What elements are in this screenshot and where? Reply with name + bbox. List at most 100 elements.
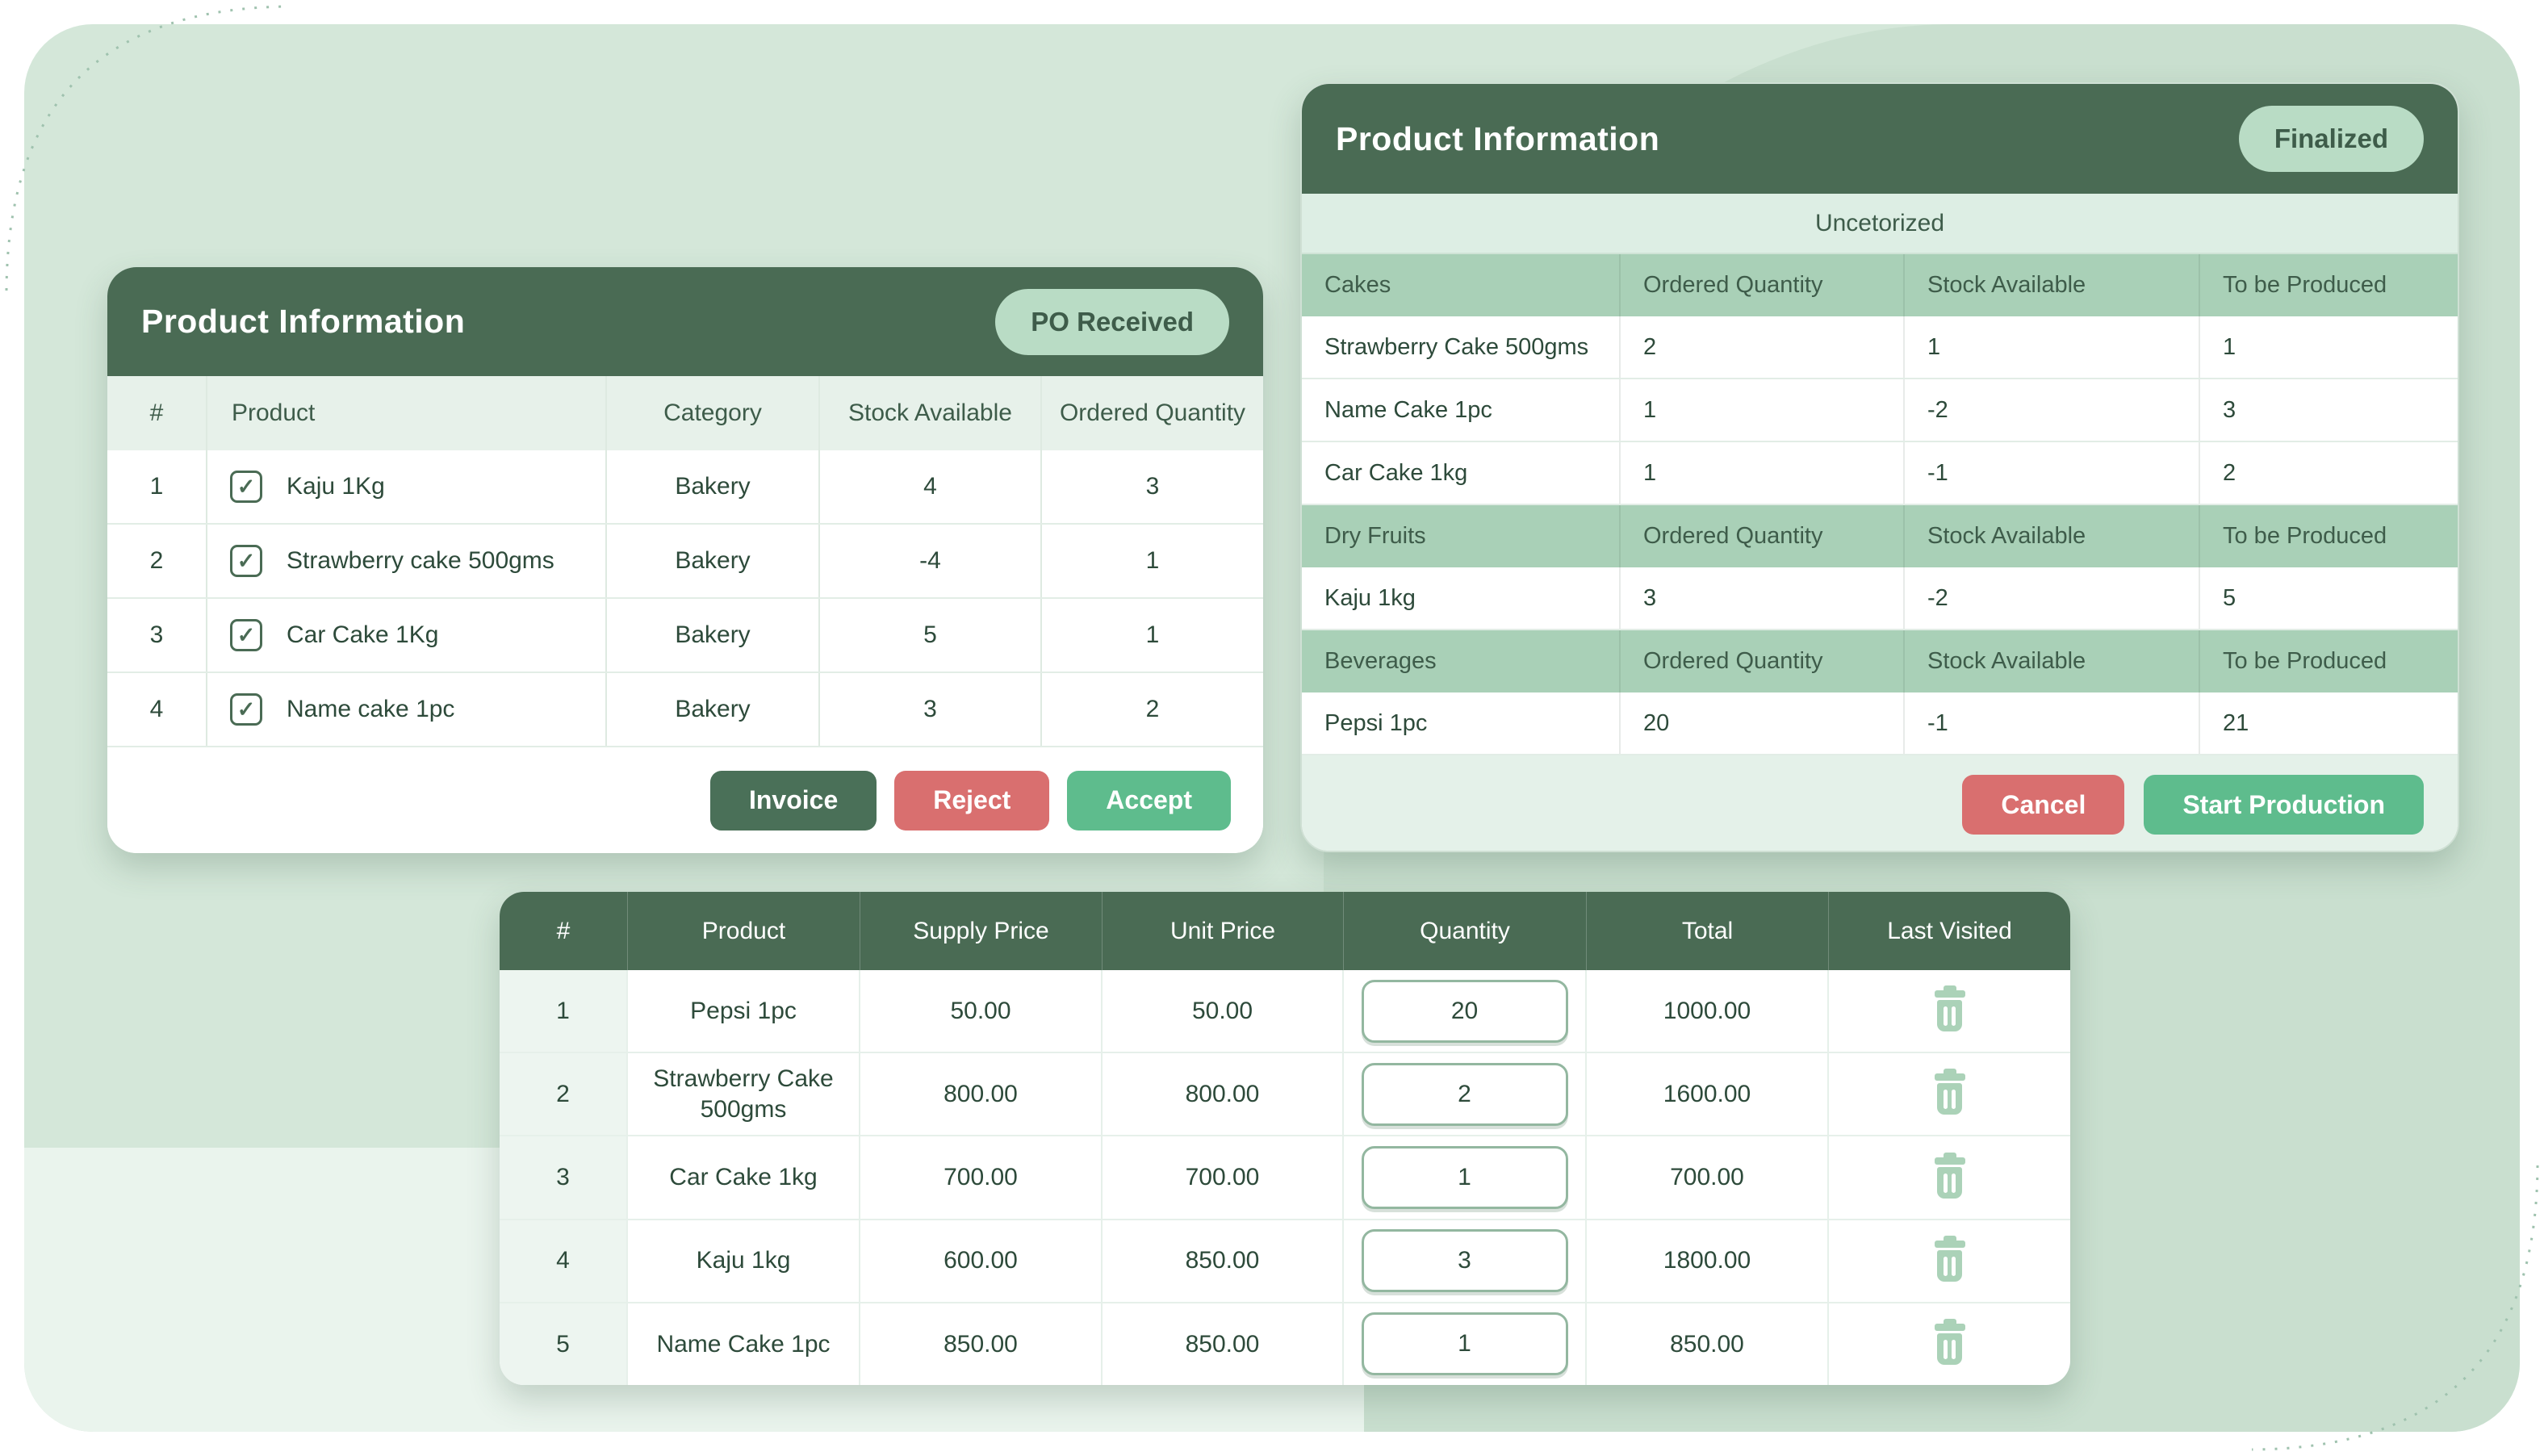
- production-row: Strawberry Cake 500gms 2 1 1: [1302, 316, 2458, 379]
- order-row-actions: [1829, 970, 2070, 1052]
- production-status-badge: Finalized: [2238, 106, 2424, 172]
- order-row-total: 850.00: [1587, 1303, 1829, 1385]
- order-row-supply: 850.00: [860, 1303, 1103, 1385]
- po-row-product-label: Car Cake 1Kg: [287, 621, 439, 648]
- trash-icon[interactable]: [1934, 985, 1965, 1032]
- order-row-supply: 50.00: [860, 970, 1103, 1052]
- order-row-num: 4: [500, 1220, 628, 1302]
- po-panel-footer: Invoice Reject Accept: [107, 747, 1263, 853]
- po-row-stock: -4: [820, 525, 1042, 597]
- order-row-unit: 850.00: [1103, 1220, 1344, 1302]
- order-row-total: 1000.00: [1587, 970, 1829, 1052]
- po-col-header-ordered: Ordered Quantity: [1059, 400, 1246, 426]
- trash-icon[interactable]: [1934, 1318, 1965, 1365]
- production-row-ordered: 1: [1621, 379, 1905, 441]
- trash-icon-body: [1937, 1000, 1962, 1032]
- trash-icon-body: [1937, 1083, 1962, 1115]
- product-checkbox[interactable]: ✓: [230, 545, 262, 577]
- po-col-header-product: Product: [207, 376, 607, 450]
- section-col-produced: To be Produced: [2223, 648, 2387, 674]
- po-panel-header: Product Information PO Received: [107, 267, 1263, 376]
- production-row-ordered: 20: [1621, 692, 1905, 754]
- production-row-produced: 3: [2223, 396, 2236, 423]
- trash-icon-body: [1937, 1333, 1962, 1365]
- order-row-unit: 850.00: [1103, 1303, 1344, 1385]
- trash-icon[interactable]: [1934, 1069, 1965, 1115]
- order-row-unit: 50.00: [1103, 970, 1344, 1052]
- order-col-qty: Quantity: [1344, 892, 1587, 970]
- invoice-button[interactable]: Invoice: [709, 770, 877, 831]
- quantity-input[interactable]: [1361, 1229, 1568, 1293]
- order-row-num: 1: [500, 970, 628, 1052]
- order-row: 3 Car Cake 1kg 700.00 700.00 700.00: [500, 1136, 2070, 1220]
- po-table-row: 1 ✓ Kaju 1Kg Bakery 4 3: [107, 450, 1263, 525]
- production-row-produced: 5: [2223, 584, 2236, 611]
- order-table-header: # Product Supply Price Unit Price Quanti…: [500, 892, 2070, 970]
- po-row-product-cell: ✓ Strawberry cake 500gms: [207, 525, 607, 597]
- product-checkbox[interactable]: ✓: [230, 619, 262, 651]
- order-row-actions: [1829, 1303, 2070, 1385]
- po-table-header-row: # Product Category Stock Available Order…: [107, 376, 1263, 450]
- order-row-supply: 600.00: [860, 1220, 1103, 1302]
- product-checkbox[interactable]: ✓: [230, 693, 262, 726]
- reject-button[interactable]: Reject: [894, 770, 1050, 831]
- po-row-category: Bakery: [607, 450, 820, 523]
- quantity-input[interactable]: [1361, 1146, 1568, 1209]
- order-col-product: Product: [628, 892, 860, 970]
- start-production-button[interactable]: Start Production: [2144, 775, 2424, 835]
- quantity-input[interactable]: [1361, 979, 1568, 1043]
- po-row-product-label: Kaju 1Kg: [287, 473, 385, 500]
- production-row-produced: 1: [2223, 333, 2236, 360]
- section-col-ordered: Ordered Quantity: [1621, 254, 1905, 316]
- section-col-stock: Stock Available: [1905, 505, 2200, 567]
- production-row-product: Pepsi 1pc: [1302, 692, 1621, 754]
- production-row-produced: 2: [2223, 459, 2236, 486]
- order-row-total: 700.00: [1587, 1136, 1829, 1219]
- product-checkbox[interactable]: ✓: [230, 471, 262, 503]
- po-row-ordered: 1: [1145, 547, 1160, 574]
- po-row-product-cell: ✓ Kaju 1Kg: [207, 450, 607, 523]
- quantity-input[interactable]: [1361, 1062, 1568, 1126]
- po-status-badge: PO Received: [995, 288, 1229, 355]
- po-row-category: Bakery: [607, 673, 820, 746]
- production-row-product: Kaju 1kg: [1302, 567, 1621, 629]
- production-row: Name Cake 1pc 1 -2 3: [1302, 379, 2458, 442]
- order-row: 4 Kaju 1kg 600.00 850.00 1800.00: [500, 1220, 2070, 1303]
- order-col-last: Last Visited: [1887, 917, 2012, 944]
- order-row-actions: [1829, 1136, 2070, 1218]
- production-row-ordered: 3: [1621, 567, 1905, 629]
- po-row-ordered: 3: [1145, 473, 1160, 500]
- order-row-num: 3: [500, 1136, 628, 1219]
- section-col-stock: Stock Available: [1905, 254, 2200, 316]
- order-row-qty-cell: [1344, 1136, 1587, 1219]
- accept-button[interactable]: Accept: [1067, 770, 1231, 831]
- production-row-stock: -1: [1905, 692, 2200, 754]
- trash-icon[interactable]: [1934, 1235, 1965, 1282]
- order-col-total: Total: [1587, 892, 1829, 970]
- order-row-supply: 800.00: [860, 1053, 1103, 1136]
- po-row-stock: 4: [820, 450, 1042, 523]
- trash-icon-lid: [1934, 985, 1965, 998]
- order-row-unit: 800.00: [1103, 1053, 1344, 1136]
- order-col-unit: Unit Price: [1103, 892, 1344, 970]
- trash-icon[interactable]: [1934, 1152, 1965, 1199]
- order-row-product: Strawberry Cake 500gms: [628, 1053, 860, 1136]
- po-row-num: 2: [107, 525, 207, 597]
- po-panel-title: Product Information: [141, 303, 466, 340]
- section-col-stock: Stock Available: [1905, 630, 2200, 692]
- order-row-actions: [1829, 1220, 2070, 1302]
- order-row: 1 Pepsi 1pc 50.00 50.00 1000.00: [500, 970, 2070, 1054]
- order-row-num: 5: [500, 1303, 628, 1385]
- po-row-num: 3: [107, 599, 207, 672]
- po-row-stock: 3: [820, 673, 1042, 746]
- production-row-produced: 21: [2223, 709, 2249, 736]
- quantity-input[interactable]: [1361, 1312, 1568, 1376]
- production-row-ordered: 2: [1621, 316, 1905, 378]
- section-header-cakes: Cakes Ordered Quantity Stock Available T…: [1302, 254, 2458, 316]
- order-row: 5 Name Cake 1pc 850.00 850.00 850.00: [500, 1303, 2070, 1385]
- po-table-row: 3 ✓ Car Cake 1Kg Bakery 5 1: [107, 599, 1263, 673]
- cancel-button[interactable]: Cancel: [1962, 775, 2125, 835]
- order-row-unit: 700.00: [1103, 1136, 1344, 1219]
- po-row-category: Bakery: [607, 525, 820, 597]
